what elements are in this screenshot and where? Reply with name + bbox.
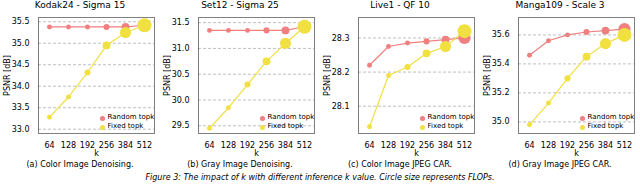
- svg-text:384: 384: [118, 141, 133, 150]
- svg-text:35.4: 35.4: [492, 59, 510, 68]
- svg-text:256: 256: [99, 141, 114, 150]
- svg-text:192: 192: [80, 141, 95, 150]
- svg-text:33.5: 33.5: [12, 103, 30, 112]
- svg-text:256: 256: [579, 141, 594, 150]
- svg-text:PSNR [dB]: PSNR [dB]: [3, 55, 12, 96]
- svg-text:192: 192: [560, 141, 575, 150]
- html-text:Live1 - QF 10: Live1 - QF 10: [370, 0, 430, 10]
- svg-text:31.5: 31.5: [172, 18, 190, 27]
- svg-text:Fixed topk: Fixed topk: [428, 122, 465, 130]
- svg-text:128: 128: [541, 141, 556, 150]
- html-text:Set12 - Sigma 25: Set12 - Sigma 25: [201, 0, 279, 10]
- svg-text:Random topk: Random topk: [428, 113, 476, 121]
- svg-text:Fixed topk: Fixed topk: [268, 122, 305, 130]
- svg-text:Random topk: Random topk: [268, 113, 316, 121]
- svg-text:29.5: 29.5: [172, 121, 190, 130]
- svg-text:128: 128: [381, 141, 396, 150]
- svg-text:256: 256: [419, 141, 434, 150]
- svg-text:384: 384: [598, 141, 613, 150]
- html-text:Figure 3: The impact of k with: Figure 3: The impact of k with different…: [145, 173, 495, 182]
- svg-text:35.0: 35.0: [12, 39, 30, 48]
- svg-text:512: 512: [617, 141, 632, 150]
- svg-text:64: 64: [204, 141, 214, 150]
- svg-text:192: 192: [400, 141, 415, 150]
- html-text:(d) Gray Image JPEG CAR.: (d) Gray Image JPEG CAR.: [508, 160, 612, 169]
- html-text:(b) Gray Image Denoising.: (b) Gray Image Denoising.: [187, 160, 293, 169]
- svg-text:Fixed topk: Fixed topk: [588, 122, 625, 130]
- svg-text:28.2: 28.2: [332, 68, 350, 77]
- svg-text:PSNR [dB]: PSNR [dB]: [323, 55, 332, 96]
- html-text:(c) Color Image JPEG CAR.: (c) Color Image JPEG CAR.: [348, 160, 452, 169]
- svg-text:30.0: 30.0: [172, 96, 190, 105]
- svg-text:128: 128: [221, 141, 236, 150]
- svg-text:512: 512: [457, 141, 472, 150]
- svg-text:k: k: [574, 149, 579, 158]
- html-text:Kodak24 - Sigma 15: Kodak24 - Sigma 15: [34, 0, 126, 10]
- svg-text:35.2: 35.2: [492, 88, 510, 97]
- svg-text:28.1: 28.1: [332, 102, 350, 111]
- svg-text:512: 512: [297, 141, 312, 150]
- svg-text:35.6: 35.6: [492, 30, 510, 39]
- svg-text:512: 512: [137, 141, 152, 150]
- svg-text:k: k: [414, 149, 419, 158]
- svg-text:33.0: 33.0: [12, 125, 30, 134]
- svg-text:64: 64: [364, 141, 374, 150]
- svg-text:28.3: 28.3: [332, 34, 350, 43]
- svg-text:256: 256: [259, 141, 274, 150]
- svg-text:35.5: 35.5: [12, 17, 30, 26]
- svg-text:31.0: 31.0: [172, 44, 190, 53]
- svg-text:PSNR [dB]: PSNR [dB]: [163, 55, 172, 96]
- svg-text:30.5: 30.5: [172, 70, 190, 79]
- svg-text:PSNR [dB]: PSNR [dB]: [483, 55, 492, 96]
- svg-text:34.5: 34.5: [12, 60, 30, 69]
- svg-text:192: 192: [240, 141, 255, 150]
- svg-text:k: k: [254, 149, 259, 158]
- svg-text:Fixed topk: Fixed topk: [108, 122, 145, 130]
- html-text:Manga109 - Scale 3: Manga109 - Scale 3: [515, 0, 605, 10]
- svg-text:Random topk: Random topk: [588, 113, 636, 121]
- svg-text:Random topk: Random topk: [108, 113, 156, 121]
- svg-text:64: 64: [524, 141, 534, 150]
- svg-text:34.0: 34.0: [12, 82, 30, 91]
- svg-text:k: k: [94, 149, 99, 158]
- svg-text:35.0: 35.0: [492, 117, 510, 126]
- svg-text:128: 128: [61, 141, 76, 150]
- svg-text:384: 384: [278, 141, 293, 150]
- svg-text:64: 64: [44, 141, 54, 150]
- html-text:(a) Color Image Denoising.: (a) Color Image Denoising.: [26, 160, 134, 169]
- svg-text:384: 384: [438, 141, 453, 150]
